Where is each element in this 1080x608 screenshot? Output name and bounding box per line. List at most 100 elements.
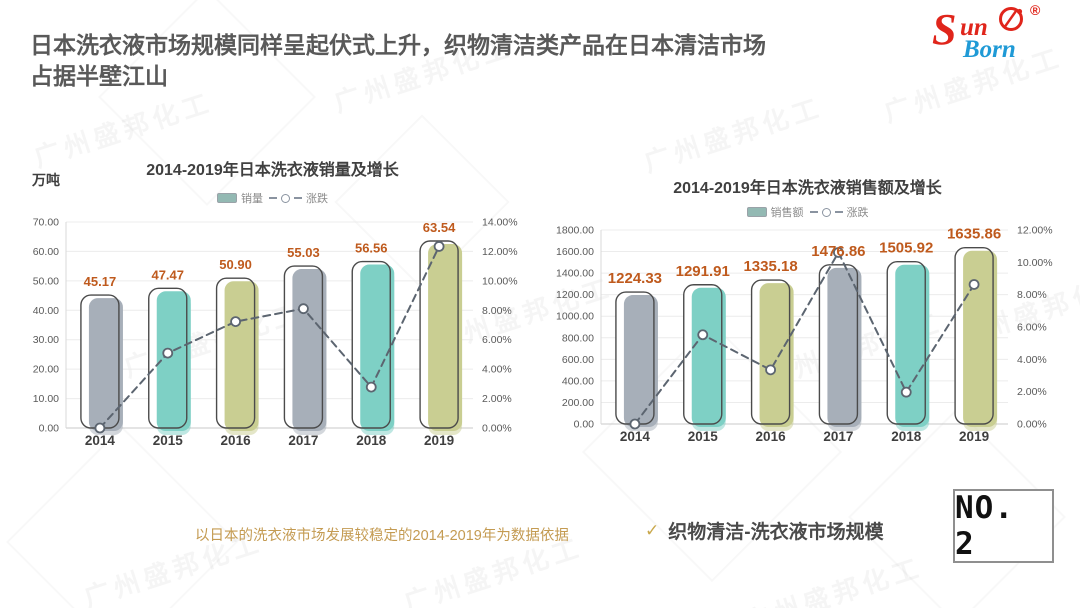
sunborn-logo: S un ® Born [932,2,1064,72]
growth-marker-2015 [162,347,174,359]
section-label: ✓ 织物清洁-洗衣液市场规模 [645,517,884,544]
x-axis-label-2016: 2016 [221,433,252,448]
bar-value-label-2017: 1476.86 [811,243,865,260]
x-axis-label-2016: 2016 [756,429,787,444]
x-axis-label-2017: 2017 [823,429,853,444]
bar-outline-2019 [954,246,994,425]
bar-swatch-icon [746,207,767,217]
bar-outline-2018 [351,260,391,429]
growth-marker-2016 [230,316,241,328]
bar-value-label-2019: 63.54 [423,220,456,235]
left-axis-tick: 40.00 [33,305,59,317]
ring-marker-icon [821,207,831,217]
bar-value-label-2016: 1335.18 [743,258,797,275]
right-axis-tick: 4.00% [1017,354,1047,366]
right-axis-tick: 10.00% [1017,257,1053,269]
x-axis-label-2018: 2018 [891,429,922,444]
left-axis-tick: 1400.00 [556,268,594,280]
bar-value-label-2015: 47.47 [151,267,184,282]
left-axis-tick: 1600.00 [556,246,594,258]
left-axis-tick: 0.00 [574,419,595,431]
growth-marker-2019 [433,241,445,252]
charts-row: 万吨 2014-2019年日本洗衣液销量及增长 销量 涨跌 0.00 10.00 2… [10,150,1070,464]
bar-outline-2015 [148,287,188,429]
bar-outline-2017 [818,264,859,425]
left-axis-tick: 10.00 [33,393,59,405]
legend-item-bar: 销量 [217,190,263,206]
bar-fill-2019 [963,250,998,427]
registered-mark: ® [1030,2,1041,18]
left-axis-tick: 60.00 [33,246,59,258]
left-axis-tick: 200.00 [562,397,594,409]
bar-value-label-2015: 1291.91 [676,263,730,280]
right-axis-tick: 4.00% [482,364,512,376]
x-axis-label-2014: 2014 [620,429,651,444]
left-axis-tick: 0.00 [39,423,60,435]
bar-value-label-2016: 50.90 [219,257,252,272]
sales-revenue-plot: 0.00 200.00 400.00 600.00 800.00 1000.00 1200.… [556,225,1053,445]
growth-marker-2018 [900,386,912,398]
bar-fill-2017 [292,269,327,431]
right-axis-tick: 12.00% [482,246,518,258]
left-axis-tick: 20.00 [33,364,59,376]
bar-fill-2018 [360,264,395,431]
bar-fill-2018 [895,264,930,427]
dash-icon [294,197,302,199]
legend-label: 销量 [241,193,263,205]
chart-title: 2014-2019年日本洗衣液销售额及增长 [673,180,942,197]
x-axis-label-2015: 2015 [153,433,184,448]
page-title: 日本洗衣液市场规模同样呈起伏式上升，织物清洁类产品在日本清洁市场 占据半壁江山 [30,30,910,92]
right-axis-tick: 14.00% [482,217,518,229]
bar-value-label-2014: 1224.33 [608,270,662,287]
right-axis-tick: 12.00% [1017,225,1053,237]
x-axis-label-2014: 2014 [85,433,116,448]
growth-marker-2014 [94,422,106,434]
growth-marker-2015 [697,329,709,341]
legend-item-line: 涨跌 [809,204,869,220]
right-axis-tick: 8.00% [1017,289,1047,301]
growth-line [98,245,441,429]
growth-marker-2017 [298,303,309,315]
bar-fill-2017 [827,267,862,427]
bar-fill-2016 [759,283,794,427]
bar-fill-2014 [623,295,658,427]
page-title-line2: 占据半壁江山 [30,63,168,89]
bar-value-label-2018: 56.56 [355,241,388,256]
legend-item-bar: 销售额 [746,204,804,220]
bar-outline-2018 [886,260,926,425]
page-number-badge: NO. 2 [953,489,1054,563]
growth-marker-2019 [968,279,980,290]
data-source-note: 以日本的洗衣液市场发展较稳定的2014-2019年为数据依据 [195,528,569,544]
y-axis-unit-label: 万吨 [32,172,60,188]
legend-label: 涨跌 [846,207,869,219]
growth-line [633,250,976,425]
ring-marker-icon [281,193,290,203]
x-axis-label-2015: 2015 [688,429,719,444]
compass-ring-icon [996,5,1026,40]
bar-outline-2015 [683,284,723,425]
page-title-line1: 日本洗衣液市场规模同样呈起伏式上升，织物清洁类产品在日本清洁市场 [30,32,766,58]
chart-title: 2014-2019年日本洗衣液销量及增长 [146,162,399,179]
left-axis-tick: 1800.00 [556,225,594,237]
section-label-text: 织物清洁-洗衣液市场规模 [668,522,884,543]
check-icon: ✓ [645,520,660,540]
legend-item-line: 涨跌 [269,190,328,206]
bar-fill-2015 [156,291,191,431]
bar-value-label-2014: 45.17 [84,274,117,289]
bar-outline-2016 [750,279,791,425]
right-axis-tick: 0.00% [1017,419,1047,431]
growth-marker-2016 [765,364,776,376]
bar-outline-2017 [283,265,324,429]
legend-label: 销售额 [770,207,804,219]
left-axis-tick: 1000.00 [556,311,594,323]
bar-swatch-icon [217,193,237,203]
dash-icon [809,211,818,213]
left-axis-tick: 800.00 [562,332,594,344]
right-axis-tick: 2.00% [482,393,512,405]
x-axis-label-2019: 2019 [959,429,989,444]
x-axis-label-2017: 2017 [288,433,318,448]
bar-value-label-2017: 55.03 [287,245,320,260]
growth-marker-2014 [629,418,641,430]
right-axis-tick: 6.00% [1017,322,1047,334]
